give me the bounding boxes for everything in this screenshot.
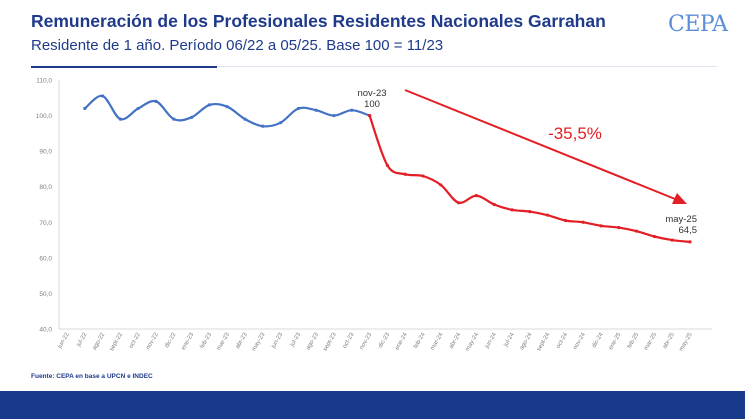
data-point [474, 194, 478, 198]
x-tick-label: nov-22 [145, 331, 160, 350]
data-point [421, 174, 425, 178]
x-tick-label: nov-23 [359, 331, 374, 350]
data-point [670, 238, 674, 242]
x-tick-label: feb-23 [199, 331, 213, 349]
data-point [599, 224, 603, 228]
data-point [332, 113, 336, 118]
x-tick-label: oct-22 [128, 331, 142, 349]
y-tick-label: 100,0 [36, 113, 53, 120]
y-tick-label: 60,0 [39, 255, 52, 262]
x-tick-label: may-24 [465, 331, 481, 352]
chart-subtitle: Residente de 1 año. Período 06/22 a 05/2… [31, 37, 444, 54]
cepa-logo: CEPA [668, 12, 728, 37]
annotation-nov-23-value: 100 [364, 99, 380, 110]
data-point [403, 172, 407, 176]
x-tick-label: sept-24 [536, 331, 552, 352]
series-line-1 [84, 94, 370, 128]
x-tick-label: ene-24 [394, 331, 409, 351]
x-tick-label: jun-23 [270, 331, 284, 350]
data-point [172, 117, 176, 121]
x-tick-label: mar-24 [430, 331, 445, 351]
x-tick-label: may-25 [679, 331, 695, 352]
x-tick-label: abr-24 [448, 331, 462, 350]
y-tick-label: 80,0 [39, 184, 52, 191]
x-tick-label: ago-22 [92, 331, 107, 351]
data-point [190, 115, 194, 119]
data-point [635, 229, 639, 233]
data-point [510, 208, 514, 212]
data-point [581, 220, 585, 224]
data-point [118, 117, 122, 121]
data-point [492, 202, 496, 207]
footer-bar [0, 391, 745, 419]
x-tick-label: jul-22 [75, 331, 88, 348]
x-tick-label: mar-25 [643, 331, 658, 351]
data-point [688, 240, 692, 244]
annotation-nov-23-label: nov-23 [357, 88, 386, 99]
x-tick-label: jul-23 [289, 331, 302, 348]
x-tick-label: jul-24 [503, 331, 516, 348]
data-point [546, 213, 550, 217]
x-tick-label: dic-24 [591, 331, 605, 349]
x-tick-label: dic-22 [164, 331, 178, 349]
data-point [439, 183, 443, 187]
data-point [83, 106, 87, 111]
data-point [652, 234, 657, 239]
x-tick-label: mar-23 [216, 331, 231, 351]
data-point [617, 226, 621, 230]
source-note: Fuente: CEPA en base a UPCN e INDEC [31, 373, 153, 380]
data-point [296, 106, 300, 111]
x-tick-label: sept-22 [109, 331, 125, 352]
x-tick-label: abr-23 [235, 331, 249, 350]
x-tick-label: ago-24 [519, 331, 534, 351]
x-tick-label: jun-22 [57, 331, 71, 350]
x-tick-label: sept-23 [323, 331, 339, 352]
x-tick-label: oct-24 [556, 331, 570, 349]
title-underline [31, 66, 217, 68]
data-point [279, 121, 283, 125]
data-point [225, 105, 229, 109]
y-tick-label: 90,0 [39, 149, 52, 156]
data-point [243, 117, 247, 121]
data-point [563, 218, 568, 223]
data-point [154, 99, 158, 103]
annotation-may-25-value: 64,5 [679, 225, 698, 236]
x-tick-label: ene-23 [181, 331, 196, 351]
data-point [136, 106, 140, 111]
data-point [368, 113, 372, 118]
chart-title: Remuneración de los Profesionales Reside… [31, 11, 606, 31]
data-point [314, 108, 318, 112]
trend-arrow-head [672, 193, 687, 204]
x-tick-label: feb-25 [627, 331, 641, 349]
y-tick-label: 70,0 [39, 220, 52, 227]
data-point [261, 124, 265, 128]
y-tick-label: 40,0 [39, 327, 52, 334]
x-tick-label: ene-25 [608, 331, 623, 351]
annotation-change-pct: -35,5% [548, 124, 602, 143]
x-tick-label: ago-23 [305, 331, 320, 351]
data-point [457, 201, 461, 205]
data-point [528, 210, 532, 214]
y-tick-label: 50,0 [39, 291, 52, 298]
series-line-2 [368, 115, 691, 243]
x-tick-label: oct-23 [342, 331, 356, 349]
data-point [207, 103, 211, 107]
data-point [350, 108, 354, 112]
y-tick-label: 110,0 [36, 78, 52, 85]
x-tick-label: jun-24 [484, 331, 498, 350]
data-point [101, 94, 105, 98]
x-tick-label: may-23 [251, 331, 267, 352]
trend-arrow-line [404, 89, 681, 202]
data-point [385, 163, 389, 167]
title-divider [217, 66, 717, 67]
annotation-may-25-label: may-25 [665, 214, 697, 225]
x-tick-label: abr-25 [662, 331, 676, 350]
x-tick-label: nov-24 [573, 331, 588, 350]
x-tick-label: dic-23 [378, 331, 392, 349]
x-tick-label: feb-24 [413, 331, 427, 349]
